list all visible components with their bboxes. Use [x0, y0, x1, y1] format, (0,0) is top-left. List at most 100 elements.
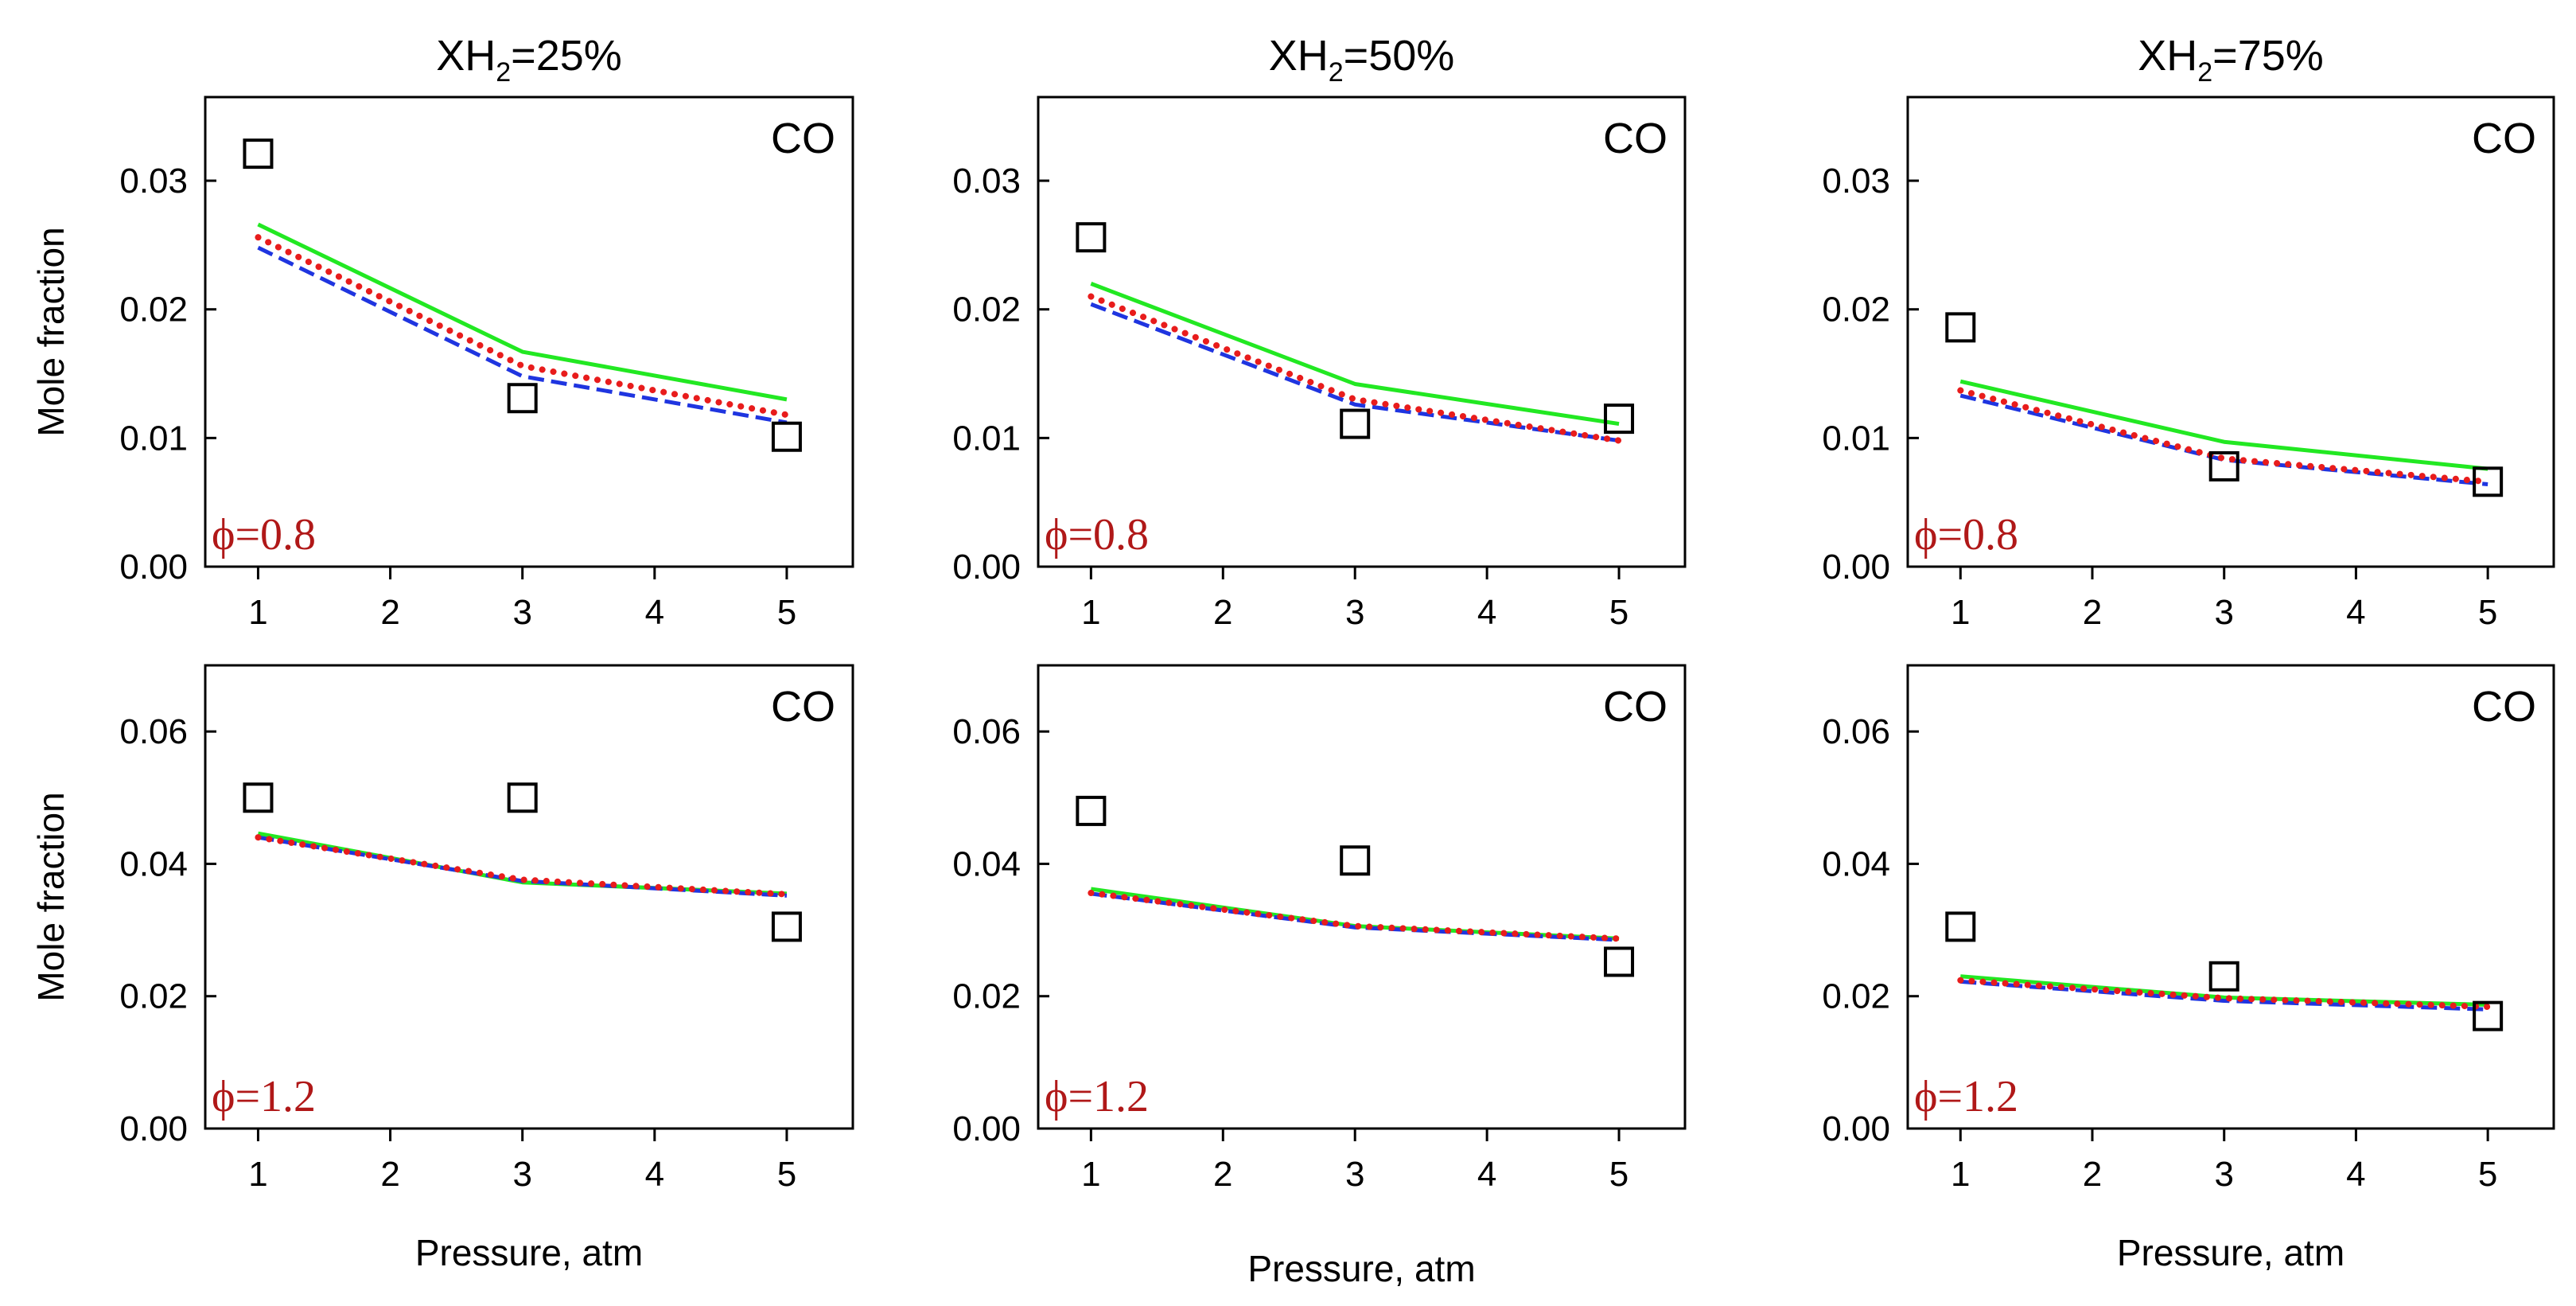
- experiment-point: [1076, 795, 1107, 826]
- x-tick-label: 5: [2478, 1155, 2497, 1194]
- x-tick-label: 2: [380, 1155, 399, 1194]
- column-titles: XH2=25% XH2=50% XH2=75%: [436, 32, 2324, 88]
- y-axis-titles: Mole fraction Mole fraction: [30, 227, 72, 1001]
- experiment-point: [1076, 222, 1107, 253]
- species-label: CO: [2472, 115, 2536, 162]
- y-tick-label: 0.04: [1822, 844, 1890, 883]
- x-tick-label: 5: [1609, 1155, 1628, 1194]
- plot-frame: [1037, 96, 1687, 568]
- experiment-point: [2473, 1000, 2504, 1031]
- y-axis-title-row-2: Mole fraction: [30, 792, 72, 1001]
- experiment-point: [507, 782, 538, 813]
- x-axis-title-col-1: Pressure, atm: [415, 1232, 643, 1273]
- experiment-point: [771, 421, 802, 452]
- x-tick-label: 4: [645, 1155, 664, 1194]
- plot-frame: [204, 96, 854, 568]
- column-title-subscript: 2: [1329, 57, 1344, 88]
- x-tick-label: 5: [777, 593, 796, 632]
- x-tick-label: 1: [1951, 593, 1970, 632]
- column-title-2: XH2=50%: [1269, 32, 1455, 88]
- column-title-value: =75%: [2212, 32, 2324, 80]
- series-line-green-solid: [1091, 887, 1620, 941]
- x-tick-label: 3: [1345, 593, 1364, 632]
- x-tick-label: 1: [1081, 1155, 1100, 1194]
- column-title-3: XH2=75%: [2138, 32, 2324, 88]
- experiment-point: [243, 138, 274, 170]
- species-label: CO: [771, 115, 835, 162]
- x-tick-label: 2: [1213, 593, 1232, 632]
- y-tick-label: 0.02: [119, 290, 188, 329]
- y-tick-label: 0.03: [952, 162, 1021, 201]
- y-tick-label: 0.01: [1822, 419, 1890, 458]
- column-title-x: X: [1269, 32, 1298, 80]
- x-axis-title-col-3: Pressure, atm: [2117, 1232, 2344, 1273]
- series-line-red-dotted: [1957, 977, 2492, 1011]
- x-tick-label: 5: [1609, 593, 1628, 632]
- panel-row1-col3: 0.00 0.01 0.02 0.03 1 2 3 4 5 CO ϕ=0.8: [1822, 96, 2555, 632]
- panel-row1-col1: 0.00 0.01 0.02 0.03 1 2 3 4 5 CO ϕ=0.8: [119, 96, 854, 632]
- y-axis-title-row-1: Mole fraction: [30, 227, 72, 436]
- column-title-h: H: [1298, 32, 1329, 80]
- species-label: CO: [1603, 115, 1667, 162]
- x-tick-label: 4: [1477, 1155, 1496, 1194]
- column-title-x: X: [2138, 32, 2166, 80]
- plot-frame: [204, 664, 854, 1130]
- plot-frame: [1037, 664, 1687, 1130]
- series-line-green-solid: [257, 222, 788, 402]
- phi-label: ϕ=0.8: [1045, 510, 1149, 559]
- y-tick-label: 0.00: [1822, 1109, 1890, 1148]
- x-axis-titles: Pressure, atm Pressure, atm Pressure, atm: [415, 1232, 2344, 1289]
- experiment-point: [2473, 466, 2504, 497]
- experiment-point: [2208, 450, 2239, 481]
- series-line-green-solid: [1090, 282, 1620, 427]
- panel-row2-col1: 0.00 0.02 0.04 0.06 1 2 3 4 5 CO ϕ=1.2: [119, 664, 854, 1194]
- experiment-point: [507, 383, 538, 414]
- series-line-blue-dashed: [1091, 891, 1620, 942]
- series-line-blue-dashed: [257, 245, 788, 425]
- panel-row2-col2: 0.00 0.02 0.04 0.06 1 2 3 4 5 CO ϕ=1.2: [952, 664, 1687, 1194]
- x-tick-label: 5: [777, 1155, 796, 1194]
- series-line-red-dotted: [255, 234, 790, 419]
- phi-label: ϕ=1.2: [1914, 1072, 2018, 1121]
- column-title-subscript: 2: [2197, 57, 2212, 88]
- experiment-point: [243, 782, 274, 813]
- x-tick-label: 4: [2346, 1155, 2365, 1194]
- x-tick-label: 4: [645, 593, 664, 632]
- experiment-point: [1340, 845, 1371, 876]
- series-line-red-dotted: [1088, 890, 1623, 942]
- y-tick-label: 0.02: [952, 290, 1021, 329]
- phi-label: ϕ=0.8: [1914, 510, 2018, 559]
- y-tick-label: 0.02: [952, 977, 1021, 1016]
- experiment-point: [1604, 946, 1635, 977]
- y-tick-label: 0.00: [952, 1109, 1021, 1148]
- x-tick-label: 2: [2083, 593, 2102, 632]
- panel-row2-col3: 0.00 0.02 0.04 0.06 1 2 3 4 5 CO ϕ=1.2: [1822, 664, 2555, 1194]
- y-tick-label: 0.02: [119, 977, 188, 1016]
- phi-label: ϕ=1.2: [1045, 1072, 1149, 1121]
- x-tick-label: 2: [380, 593, 399, 632]
- column-title-h: H: [2166, 32, 2197, 80]
- series-line-green-solid: [257, 831, 788, 896]
- y-tick-label: 0.03: [119, 162, 188, 201]
- x-tick-label: 1: [248, 1155, 267, 1194]
- column-title-value: =25%: [511, 32, 622, 80]
- phi-label: ϕ=0.8: [212, 510, 316, 559]
- column-title-x: X: [436, 32, 465, 80]
- x-tick-label: 1: [1951, 1155, 1970, 1194]
- x-axis-title-col-2: Pressure, atm: [1247, 1248, 1475, 1289]
- x-tick-label: 3: [1345, 1155, 1364, 1194]
- y-tick-label: 0.02: [1822, 977, 1890, 1016]
- y-tick-label: 0.04: [952, 844, 1021, 883]
- series-line-red-dotted: [255, 834, 790, 898]
- experiment-point: [1945, 312, 1976, 343]
- x-tick-label: 3: [512, 1155, 531, 1194]
- y-tick-label: 0.00: [119, 548, 188, 587]
- x-tick-label: 5: [2478, 593, 2497, 632]
- column-title-subscript: 2: [496, 57, 511, 88]
- x-tick-label: 3: [2214, 593, 2233, 632]
- panels: 0.00 0.01 0.02 0.03 1 2 3 4 5 CO ϕ=0.8 0.00 0.01 0.02…: [119, 96, 2555, 1194]
- y-tick-label: 0.01: [119, 419, 188, 458]
- experiment-point: [1945, 911, 1976, 942]
- phi-label: ϕ=1.2: [212, 1072, 316, 1121]
